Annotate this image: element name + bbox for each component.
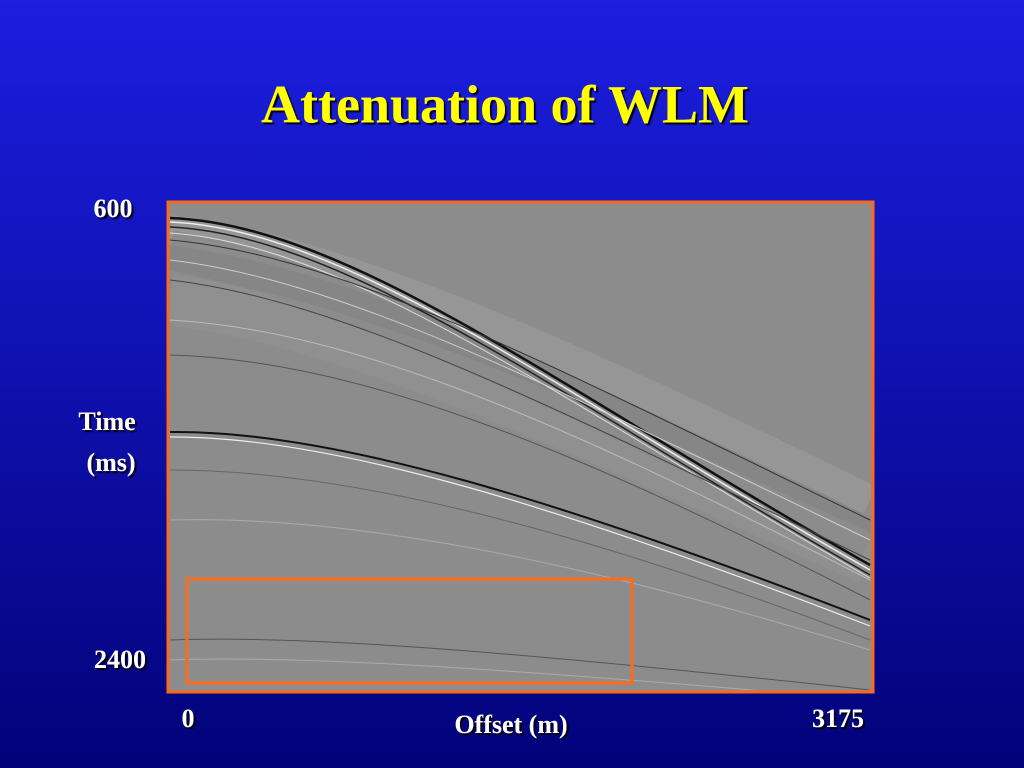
y-axis-unit: (ms) — [86, 448, 135, 477]
x-left-label: 0 — [182, 704, 195, 733]
panel-border — [166, 200, 875, 694]
y-axis-title: Time — [78, 407, 135, 436]
y-top-label: 600 — [94, 194, 133, 223]
slide-title: Attenuation of WLM — [261, 74, 749, 134]
seismic-panel — [166, 200, 875, 694]
y-bottom-label: 2400 — [94, 645, 146, 674]
highlight-box — [185, 577, 634, 685]
x-right-label: 3175 — [812, 704, 864, 733]
seismic-events — [170, 215, 871, 690]
x-axis-title: Offset (m) — [454, 710, 567, 739]
